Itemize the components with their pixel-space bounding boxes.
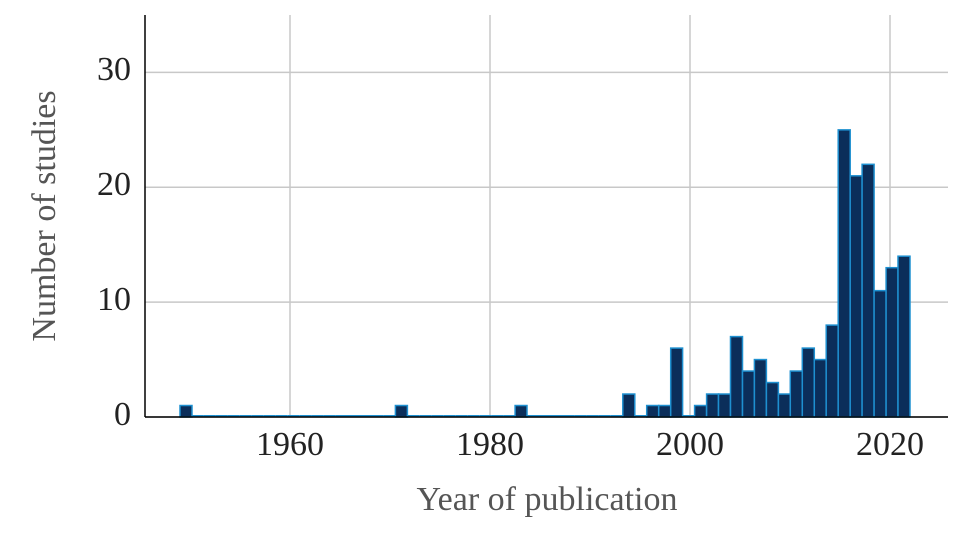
bar [514,404,528,418]
bar [825,324,839,418]
bar [669,347,684,418]
bar [645,404,660,418]
bar [765,381,780,418]
bar [861,163,875,418]
bar [179,404,193,418]
x-tick-label: 1960 [256,426,324,463]
x-axis-label: Year of publication [417,481,678,518]
x-tick-label: 2020 [856,426,924,463]
bar [394,404,409,418]
bar [777,393,792,418]
bar [622,393,636,418]
bar [705,393,720,418]
x-tick-label: 2000 [656,426,724,463]
bar [837,129,851,418]
bar [789,370,804,418]
x-tick-label: 1980 [456,426,524,463]
bar [813,358,827,418]
bar [897,255,911,418]
y-tick-label: 30 [97,51,131,88]
y-axis-label: Number of studies [26,90,63,341]
bar [753,358,768,418]
bar [741,370,756,418]
bar [849,175,863,418]
y-tick-label: 0 [114,396,131,433]
bar [693,404,708,418]
bar [717,393,732,418]
y-tick-label: 10 [97,281,131,318]
bar [873,289,887,418]
bar [801,347,816,418]
y-tick-label: 20 [97,166,131,203]
bar [729,335,744,418]
bar [657,404,672,418]
bar [885,266,899,418]
